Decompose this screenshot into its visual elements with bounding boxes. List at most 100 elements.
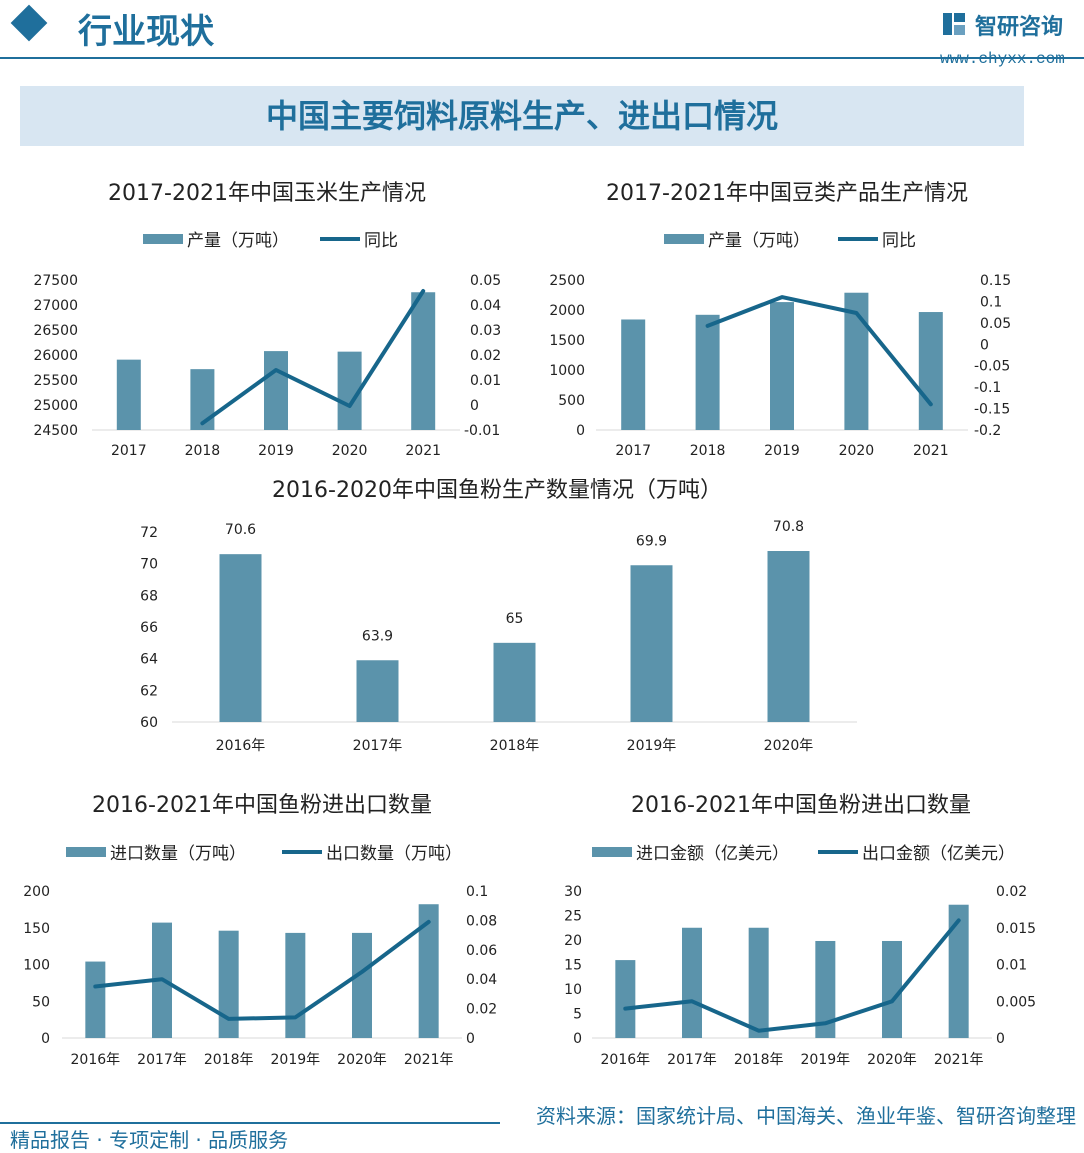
corn-ytick-left: 26500 <box>33 323 78 339</box>
beans-chart-title: 2017-2021年中国豆类产品生产情况 <box>606 181 968 206</box>
brand-logo-icon <box>943 13 965 35</box>
header-divider <box>0 57 1084 59</box>
fishmeal_prod-xtick: 2017年 <box>353 738 403 754</box>
fishmeal_qty-bar <box>218 930 239 1038</box>
fishmeal_value-ytick-left: 25 <box>564 909 582 925</box>
corn-ytick-left: 25500 <box>33 373 78 389</box>
beans-ytick-right: -0.05 <box>974 359 1010 375</box>
fishmeal_qty-xtick: 2016年 <box>71 1052 121 1068</box>
corn-chart-title: 2017-2021年中国玉米生产情况 <box>108 181 426 206</box>
corn-xtick: 2017 <box>111 443 147 459</box>
beans-ytick-left: 0 <box>576 423 585 439</box>
fishmeal_qty-ytick-right: 0.1 <box>466 884 488 900</box>
fishmeal_value-xtick: 2021年 <box>934 1052 984 1068</box>
beans-xtick: 2017 <box>615 443 651 459</box>
corn-ytick-right: 0.03 <box>470 323 501 339</box>
fishmeal_prod-xtick: 2019年 <box>627 738 677 754</box>
corn-ytick-right: 0.05 <box>470 273 501 289</box>
fishmeal_value-bar <box>682 927 702 1038</box>
fishmeal_prod-ytick-left: 60 <box>140 715 158 731</box>
fishmeal_prod-data-label: 63.9 <box>362 628 393 644</box>
fishmeal_prod-bar <box>493 642 536 722</box>
beans-ytick-left: 1000 <box>549 363 585 379</box>
fishmeal_value-line-series <box>623 918 961 1033</box>
beans-line-series <box>705 295 933 407</box>
beans-xtick: 2021 <box>913 443 949 459</box>
fishmeal_qty-legend-line-label: 出口数量（万吨） <box>326 844 462 864</box>
fishmeal_value-ytick-left: 20 <box>564 933 582 949</box>
fishmeal_qty-bar <box>285 932 306 1038</box>
fishmeal_qty-legend-bar-label: 进口数量（万吨） <box>110 844 246 864</box>
fishmeal_qty-xtick: 2018年 <box>204 1052 254 1068</box>
corn-bar <box>411 292 436 430</box>
fishmeal_qty-bar <box>85 961 106 1038</box>
beans-bar <box>770 302 794 430</box>
beans-legend-bar-swatch <box>664 234 704 244</box>
beans-xtick: 2018 <box>690 443 726 459</box>
beans-ytick-left: 2500 <box>549 273 585 289</box>
source-note: 资料来源：国家统计局、中国海关、渔业年鉴、智研咨询整理 <box>536 1104 1076 1128</box>
beans-ytick-right: -0.2 <box>974 423 1001 439</box>
corn-xtick: 2021 <box>405 443 441 459</box>
section-banner: 中国主要饲料原料生产、进出口情况 <box>20 86 1024 146</box>
beans-ytick-right: 0.1 <box>980 294 1002 310</box>
fishmeal_qty-xtick: 2020年 <box>337 1052 387 1068</box>
fishmeal_value-ytick-left: 15 <box>564 958 582 974</box>
fishmeal_qty-ytick-right: 0.08 <box>466 913 497 929</box>
beans-bar <box>918 312 943 430</box>
corn-ytick-right: 0.01 <box>470 373 501 389</box>
beans-bar <box>695 314 720 430</box>
fishmeal_qty-xtick: 2021年 <box>404 1052 454 1068</box>
beans-legend-bar-label: 产量（万吨） <box>708 231 810 251</box>
fishmeal_qty-ytick-right: 0.04 <box>466 972 497 988</box>
brand-url[interactable]: www.chyxx.com <box>940 50 1065 68</box>
fishmeal_qty-legend-bar-swatch <box>66 847 106 857</box>
corn-xtick: 2019 <box>258 443 294 459</box>
fishmeal_qty-xtick: 2019年 <box>271 1052 321 1068</box>
fishmeal_value-ytick-right: 0.02 <box>996 884 1027 900</box>
beans-xtick: 2020 <box>839 443 875 459</box>
fishmeal_value-xtick: 2020年 <box>867 1052 917 1068</box>
fishmeal_prod-ytick-left: 62 <box>140 683 158 699</box>
fishmeal_prod-ytick-left: 64 <box>140 652 158 668</box>
corn-ytick-left: 27500 <box>33 273 78 289</box>
fishmeal_prod-chart-title: 2016-2020年中国鱼粉生产数量情况（万吨） <box>272 478 722 503</box>
fishmeal_value-legend-line-label: 出口金额（亿美元） <box>862 844 1015 864</box>
fishmeal_prod-xtick: 2020年 <box>764 738 814 754</box>
fishmeal_value-ytick-left: 10 <box>564 982 582 998</box>
brand-name: 智研咨询 <box>975 15 1064 40</box>
beans-ytick-right: 0.15 <box>980 273 1011 289</box>
corn-bar <box>116 359 141 430</box>
fishmeal_value-ytick-right: 0.01 <box>996 958 1027 974</box>
fishmeal_prod-bar <box>767 551 810 722</box>
fishmeal_qty-ytick-left: 150 <box>23 921 50 937</box>
fishmeal_qty-bar <box>352 932 372 1038</box>
fishmeal_value-bar <box>882 940 902 1038</box>
fishmeal_qty-xtick: 2017年 <box>137 1052 187 1068</box>
fishmeal_value-xtick: 2019年 <box>801 1052 851 1068</box>
beans-ytick-left: 2000 <box>549 303 585 319</box>
fishmeal_prod-data-label: 70.6 <box>225 522 256 538</box>
fishmeal_prod-data-label: 65 <box>506 611 524 627</box>
beans-ytick-left: 500 <box>558 393 585 409</box>
fishmeal_value-ytick-right: 0.015 <box>996 921 1036 937</box>
beans-xtick: 2019 <box>764 443 800 459</box>
fishmeal_qty-ytick-left: 100 <box>23 958 50 974</box>
fishmeal_value-ytick-right: 0 <box>996 1031 1005 1047</box>
fishmeal_value-legend-bar-label: 进口金额（亿美元） <box>636 844 789 864</box>
footer-tagline: 精品报告 · 专项定制 · 品质服务 <box>10 1128 289 1152</box>
fishmeal_qty-ytick-left: 200 <box>23 884 50 900</box>
corn-ytick-right: 0.04 <box>470 298 501 314</box>
beans-ytick-right: 0.05 <box>980 316 1011 332</box>
fishmeal_value-bar <box>748 927 769 1038</box>
corn-ytick-left: 24500 <box>33 423 78 439</box>
fishmeal_qty-ytick-left: 50 <box>32 994 50 1010</box>
beans-legend-line-label: 同比 <box>882 231 916 251</box>
corn-ytick-left: 26000 <box>33 348 78 364</box>
fishmeal_qty-chart-title: 2016-2021年中国鱼粉进出口数量 <box>92 793 432 818</box>
fishmeal_qty-ytick-right: 0.02 <box>466 1002 497 1018</box>
corn-legend-bar-swatch <box>143 234 183 244</box>
fishmeal_prod-bar <box>356 660 399 722</box>
fishmeal_prod-bar <box>219 554 262 722</box>
